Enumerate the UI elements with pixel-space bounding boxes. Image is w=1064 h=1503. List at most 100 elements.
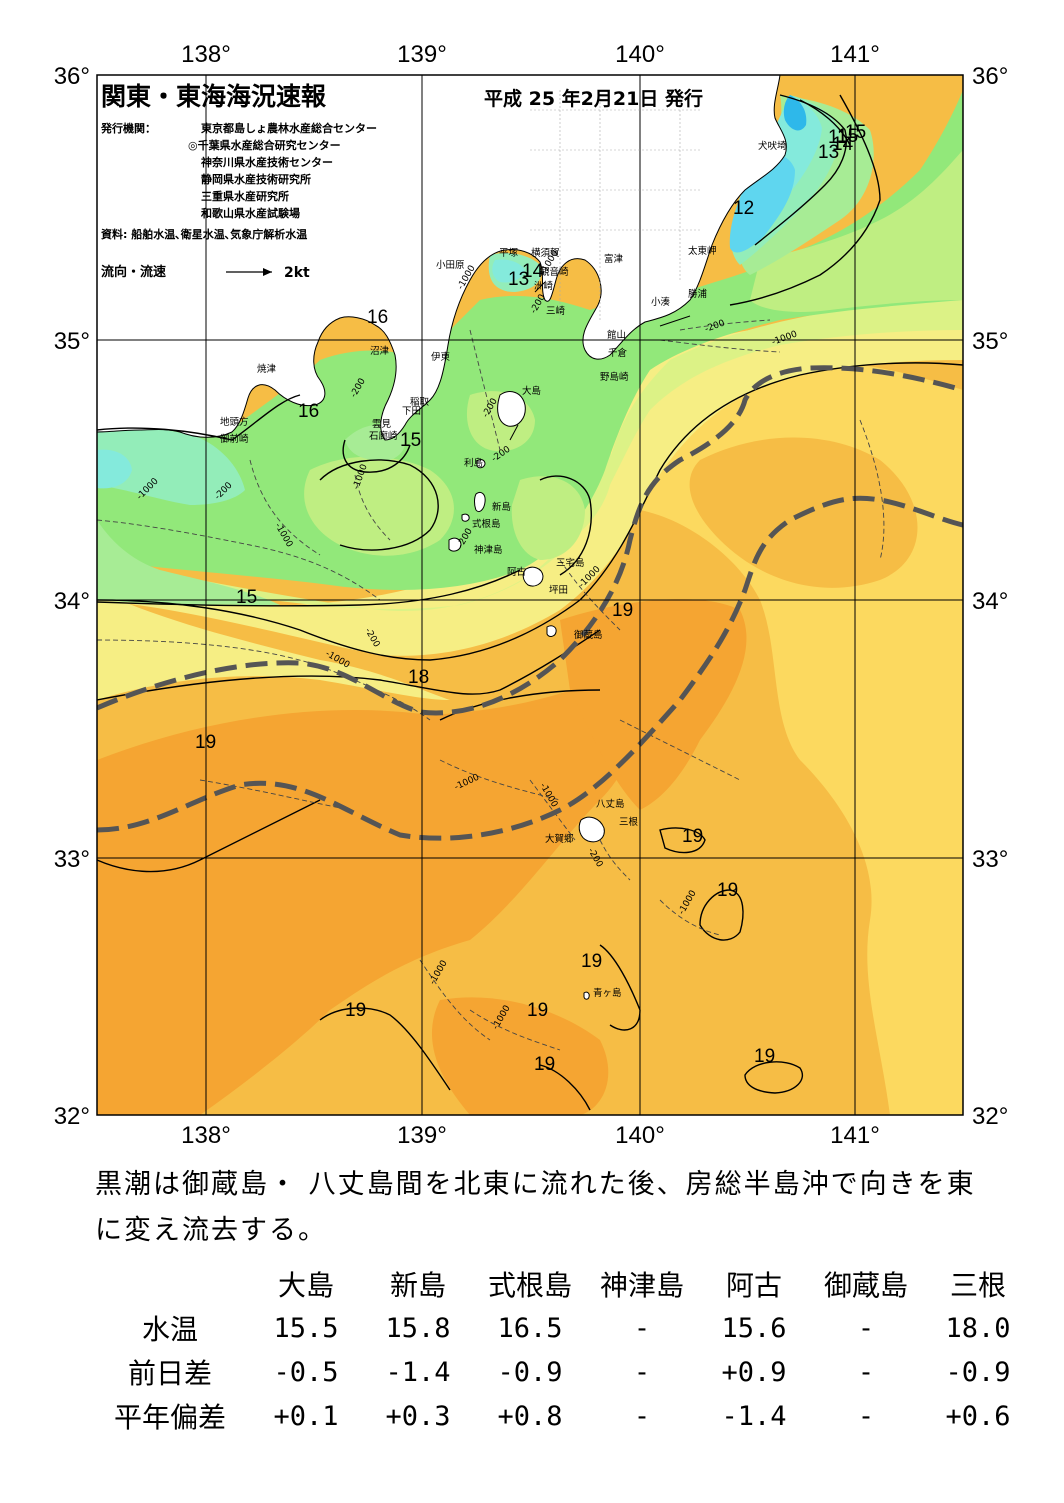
place-label: 横須賀 [531,247,560,259]
table-cell: +0.9 [721,1356,787,1388]
isotherm-lines [97,94,963,1111]
mikurajima-island [546,625,557,637]
place-labels: 小田原 平塚 横須賀 観音崎 洲崎 三崎 富津 犬吠埼 太東岬 勝浦 小湊 館山… [220,140,787,999]
lon-label: 138° [181,41,231,68]
lat-label: 33° [972,846,1008,873]
table-header-row: 大島 新島 式根島 神津島 阿古 御蔵島 三根 [90,1262,1034,1306]
place-label: 小湊 [651,296,671,308]
isotherm-label: 15 [837,126,858,147]
lat-label: 36° [54,63,90,90]
map-title: 関東・東海海況速報 [101,82,327,111]
zone-16-5-east [511,476,585,560]
table-cell: 15.6 [721,1312,787,1344]
table-cell: - [857,1400,875,1432]
aogashima-island [583,991,590,1000]
table-cell: 15.5 [273,1312,339,1344]
column-header: 式根島 [487,1269,572,1302]
zone-warm-core-west [97,670,638,1115]
zone-16-5-east-coast [750,150,963,312]
kuroshio-summary: 黒潮は御蔵島・ 八丈島間を北東に流れた後、房総半島沖で向きを東に変え流去する。 [95,1169,976,1246]
table-row: 平年偏差 +0.1 +0.3 +0.8 - -1.4 - +0.6 [90,1394,1034,1438]
lat-label: 35° [972,328,1008,355]
place-label: 坪田 [549,584,568,596]
flow-legend-value: 2kt [284,265,310,281]
lat-axis-left: 36° 35° 34° 33° 32° [54,63,90,1130]
zone-15 [97,460,280,605]
miyakejima-island [522,566,544,587]
lon-label: 138° [181,1122,231,1149]
place-label: 石廊崎 [369,430,398,442]
place-label: 新島 [492,501,511,513]
isotherm-label: 16 [367,307,388,328]
lon-label: 139° [397,1122,447,1149]
place-label: 観音崎 [540,266,569,278]
current-arrows [509,281,691,441]
zone-13-sagami [492,259,525,283]
place-label: 三崎 [546,305,566,317]
lat-lon-grid [97,75,963,1115]
place-label: 御蔵島 [574,629,603,641]
isotherm-label: 18 [408,667,429,688]
isotherm-label: 12 [733,198,754,219]
map-header: 関東・東海海況速報 平成 25 年2月21日 発行 発行機関： 東京都島しょ農林… [100,82,703,281]
lon-axis-bottom: 138° 139° 140° 141° [181,1122,880,1149]
isotherm-label: 13 [818,142,839,163]
place-label: 利島 [464,457,483,469]
lat-label: 32° [972,1103,1008,1130]
zone-warm-core-south [431,997,609,1115]
table-cell: -0.5 [273,1356,339,1388]
isotherm-label: 15 [236,587,257,608]
column-header: 御蔵島 [823,1269,908,1302]
place-label: 大島 [522,385,541,397]
isotherm-label: 19 [527,1000,548,1021]
table-cell: 18.0 [945,1312,1011,1344]
lon-axis-top: 138° 139° 140° 141° [181,41,880,68]
isotherm-label: 11 [828,127,848,148]
table-cell: +0.3 [385,1400,451,1432]
issuer-item: 三重県水産研究所 [201,189,289,203]
place-label: 焼津 [257,363,277,375]
zone-13-west [97,449,132,489]
column-header: 三根 [949,1269,1006,1302]
isotherm-label: 19 [581,951,602,972]
honshu-land [97,75,787,441]
flow-legend-arrowhead-icon [263,268,272,276]
isotherm-label: 19 [717,880,738,901]
place-label: 大賀郷 [545,833,574,845]
place-label: 館山 [607,329,626,341]
table-cell: 15.8 [385,1312,451,1344]
isotherm-label: 15 [400,430,421,451]
table-cell: -0.9 [945,1356,1011,1388]
place-label: 小田原 [436,260,465,271]
table-row: 水温 15.5 15.8 16.5 - 15.6 - 18.0 [90,1306,1034,1350]
isotherm-label: 19 [682,826,703,847]
table-cell: -0.9 [497,1356,563,1388]
zone-16-5 [304,456,454,556]
column-header: 阿古 [725,1269,782,1302]
place-label: 三宅島 [556,557,585,569]
isotherm-label: 19 [612,600,633,621]
place-label: 式根島 [472,518,501,530]
zone-warm-core-east [560,599,747,810]
place-label: 八丈島 [596,798,625,810]
place-label: 富津 [604,253,624,265]
isotherm-label: 19 [534,1054,555,1075]
lat-label: 33° [54,846,90,873]
column-header: 神津島 [599,1269,684,1302]
isotherm-label: 16 [298,401,319,422]
place-label: 伊東 [431,351,451,363]
table-cell: - [633,1312,651,1344]
kozushima-island [448,537,462,552]
place-label: 雲見 [372,419,392,430]
lon-label: 140° [615,1122,665,1149]
lon-label: 140° [615,41,665,68]
table-cell: +0.1 [273,1400,339,1432]
isotherm-label: 15 [845,122,866,143]
lon-label: 141° [830,41,880,68]
zone-18-yellow-west [97,590,450,700]
place-label: 千倉 [608,347,628,359]
kuroshio-axis-south [97,495,963,841]
lat-label: 35° [54,328,90,355]
place-label: 沼津 [370,346,390,357]
map-frame [96,74,964,1116]
